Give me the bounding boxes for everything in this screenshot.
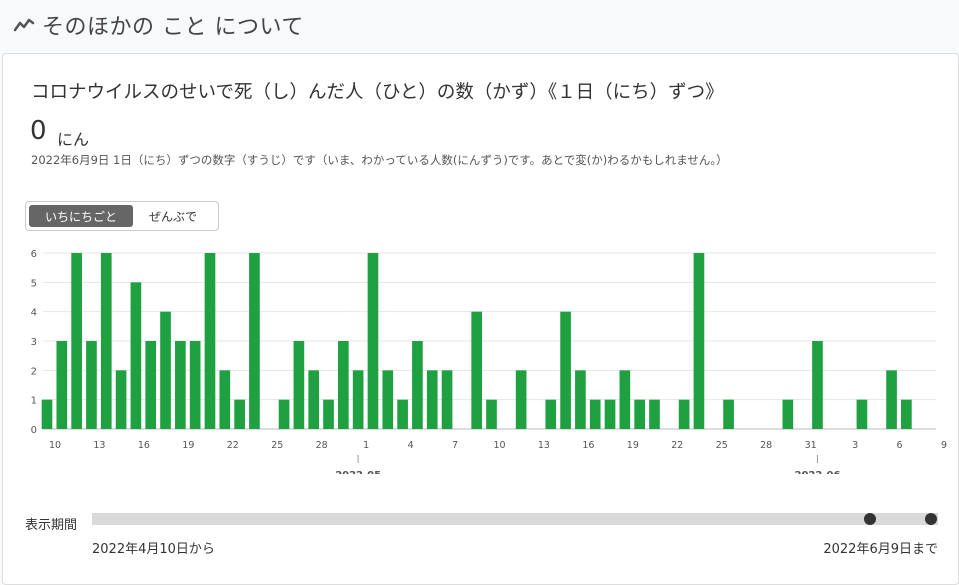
y-tick-label: 5 (31, 278, 37, 289)
y-tick-label: 2 (31, 366, 37, 377)
period-label: 表示期間 (25, 518, 78, 533)
bar (886, 370, 897, 429)
period-slider-track[interactable] (92, 513, 938, 525)
bar (367, 253, 379, 429)
bar (782, 399, 794, 429)
bar (130, 282, 142, 429)
period-start-text: 2022年4月10日から (92, 542, 215, 557)
bar (71, 253, 82, 429)
x-tick-label: 25 (271, 440, 283, 451)
bar (86, 341, 97, 429)
bar (293, 341, 305, 429)
bar (678, 399, 690, 429)
bar (604, 399, 616, 429)
bar (441, 370, 453, 429)
x-tick-label: 10 (493, 440, 505, 451)
period-end-text: 2022年6月9日まで (823, 542, 938, 557)
y-tick-label: 4 (31, 308, 37, 319)
x-tick-label: 10 (49, 440, 61, 451)
bar (323, 399, 334, 429)
bar (471, 311, 483, 429)
bar (41, 399, 53, 429)
bar (515, 370, 527, 429)
bar (352, 370, 364, 429)
x-tick-label: 25 (716, 440, 728, 451)
cumulative-toggle-button[interactable]: ぜんぶで (148, 209, 197, 224)
page-header: そのほかの こと について (0, 0, 959, 50)
x-tick-label: 19 (182, 440, 194, 451)
bar (397, 399, 408, 429)
bar (160, 311, 171, 429)
bar (723, 399, 734, 429)
bar (219, 370, 231, 429)
x-tick-label: 22 (227, 440, 239, 451)
y-tick-label: 3 (31, 337, 37, 348)
x-tick-label: 13 (93, 440, 105, 451)
bar (337, 341, 349, 429)
month-label: 2022-06 (795, 470, 841, 474)
x-tick-label: 22 (671, 440, 683, 451)
x-tick-label: 19 (627, 440, 639, 451)
view-toggle: いちにちごと ぜんぶで (25, 201, 219, 231)
bar (486, 399, 497, 429)
bar (189, 341, 201, 429)
bar (100, 253, 112, 429)
latest-unit: にん (57, 130, 90, 149)
daily-deaths-bar-chart: 0 1 2 3 4 5 6 10 13 16 19 22 25 28 1 4 7 10 13 16 19 22 25 28 31… (31, 249, 947, 474)
period-slider-end-handle[interactable] (925, 513, 937, 525)
bar (249, 253, 260, 429)
x-tick-label: 4 (408, 440, 414, 451)
bar (56, 341, 68, 429)
x-tick-label: 16 (582, 440, 594, 451)
x-tick-label: 28 (316, 440, 328, 451)
x-tick-label: 13 (538, 440, 550, 451)
deaths-card: コロナウイルスのせいで死（し）んだ人（ひと）の数（かず）《１日（にち）ずつ》 0… (2, 53, 959, 585)
y-tick-label: 6 (31, 249, 37, 260)
bar (693, 253, 705, 429)
x-tick-label: 6 (897, 440, 903, 451)
x-tick-label: 31 (805, 440, 817, 451)
bar (812, 341, 823, 429)
page-title: そのほかの こと について (42, 15, 304, 40)
bar (901, 399, 912, 429)
bar (382, 370, 394, 429)
date-note: 2022年6月9日 1日（にち）ずつの数字（すうじ）です（いま、わかっている人数… (31, 153, 728, 167)
bar (145, 341, 157, 429)
daily-toggle-button[interactable]: いちにちごと (29, 205, 133, 227)
bar (560, 311, 571, 429)
bar (115, 370, 127, 429)
x-tick-label: 1 (363, 440, 369, 451)
bar (308, 370, 320, 429)
x-tick-label: 16 (138, 440, 150, 451)
bar (575, 370, 586, 429)
trend-line-icon (13, 18, 35, 32)
bar (412, 341, 423, 429)
bar (649, 399, 660, 429)
bar (856, 399, 868, 429)
y-tick-label: 1 (31, 396, 37, 407)
x-tick-label: 9 (941, 440, 947, 451)
x-tick-label: 3 (852, 440, 858, 451)
card-title: コロナウイルスのせいで死（し）んだ人（ひと）の数（かず）《１日（にち）ずつ》 (31, 82, 724, 103)
bar (175, 341, 186, 429)
latest-value: 0 (30, 116, 47, 146)
bar (278, 399, 290, 429)
bar (234, 399, 245, 429)
bar (426, 370, 438, 429)
period-slider-start-handle[interactable] (864, 513, 876, 525)
x-tick-label: 28 (760, 440, 772, 451)
bar (619, 370, 631, 429)
bar (545, 399, 557, 429)
bar (204, 253, 216, 429)
y-tick-label: 0 (31, 425, 37, 436)
x-tick-label: 7 (452, 440, 458, 451)
bar (634, 399, 646, 429)
bar (589, 399, 601, 429)
month-label: 2022-05 (335, 470, 381, 474)
